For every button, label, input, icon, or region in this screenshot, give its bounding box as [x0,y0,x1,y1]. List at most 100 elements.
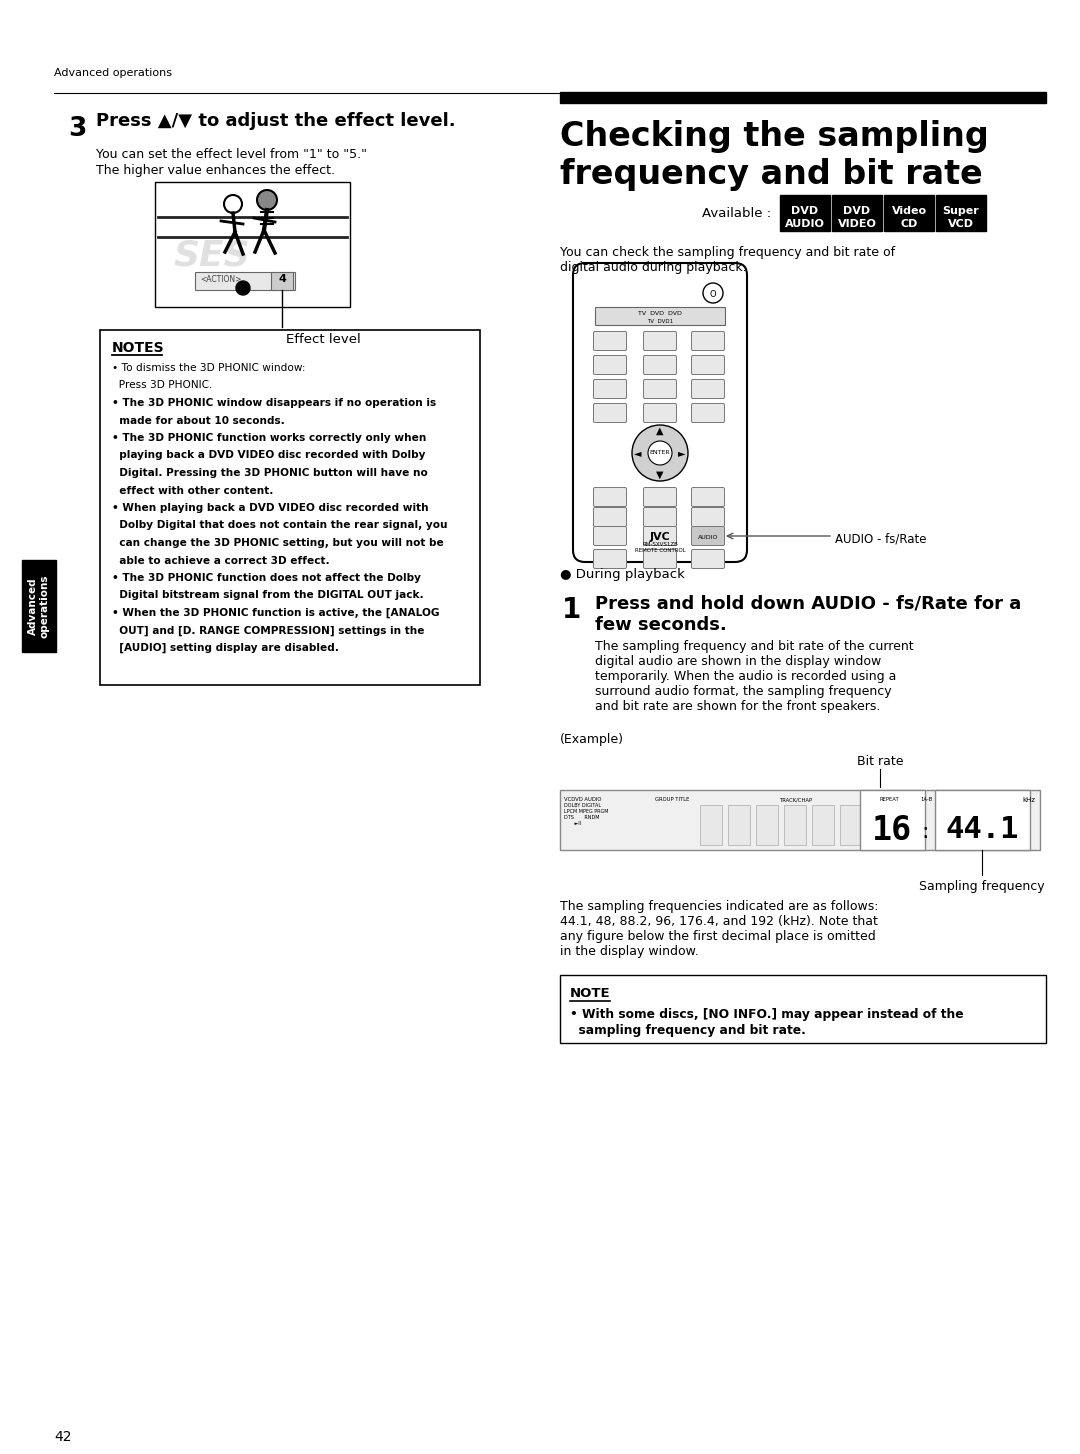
Text: VCDVD AUDIO: VCDVD AUDIO [564,797,602,803]
Text: 42: 42 [54,1429,71,1444]
Text: The higher value enhances the effect.: The higher value enhances the effect. [96,164,335,177]
Circle shape [237,281,249,295]
Bar [22,560,56,651]
Bar [860,790,924,851]
Bar [936,195,986,231]
Text: [AUDIO] setting display are disabled.: [AUDIO] setting display are disabled. [112,643,339,653]
Text: playing back a DVD VIDEO disc recorded with Dolby: playing back a DVD VIDEO disc recorded w… [112,451,426,461]
Text: SES: SES [173,238,249,272]
Text: The sampling frequencies indicated are as follows:: The sampling frequencies indicated are a… [561,900,878,913]
Text: • The 3D PHONIC window disappears if no operation is: • The 3D PHONIC window disappears if no … [112,398,436,409]
Text: few seconds.: few seconds. [595,616,727,634]
Text: • When the 3D PHONIC function is active, the [ANALOG: • When the 3D PHONIC function is active,… [112,608,440,618]
Bar [780,195,831,231]
Text: GROUP TITLE: GROUP TITLE [654,797,689,803]
Text: DTS       RNDM: DTS RNDM [564,816,599,820]
FancyBboxPatch shape [644,487,676,506]
FancyBboxPatch shape [691,487,725,506]
Text: Press and hold down AUDIO - fs/Rate for a: Press and hold down AUDIO - fs/Rate for … [595,595,1022,612]
FancyBboxPatch shape [594,332,626,350]
FancyBboxPatch shape [644,404,676,423]
Text: Dolby Digital that does not contain the rear signal, you: Dolby Digital that does not contain the … [112,521,447,531]
Text: frequency and bit rate: frequency and bit rate [561,158,983,190]
Text: NOTES: NOTES [112,342,164,355]
Text: 44.1: 44.1 [945,816,1018,845]
Bar [561,976,1047,1043]
FancyBboxPatch shape [594,507,626,526]
FancyBboxPatch shape [594,355,626,375]
Bar [195,272,295,289]
Text: LPCM MPEG PRGM: LPCM MPEG PRGM [564,808,608,814]
Bar [156,182,350,307]
Bar [700,806,723,845]
FancyBboxPatch shape [644,332,676,350]
Bar [271,272,293,289]
Text: can change the 3D PHONIC setting, but you will not be: can change the 3D PHONIC setting, but yo… [112,538,444,548]
Text: sampling frequency and bit rate.: sampling frequency and bit rate. [570,1024,806,1037]
FancyBboxPatch shape [691,550,725,569]
Text: made for about 10 seconds.: made for about 10 seconds. [112,416,285,426]
Circle shape [257,190,276,209]
Text: AUDIO: AUDIO [785,220,825,228]
Text: kHz: kHz [1022,797,1035,803]
Text: DVD: DVD [792,206,819,217]
Text: DOLBY DIGITAL: DOLBY DIGITAL [564,803,602,808]
Text: Available :: Available : [702,206,771,220]
Text: ◄: ◄ [634,448,642,458]
FancyBboxPatch shape [691,507,725,526]
Text: OUT] and [D. RANGE COMPRESSION] settings in the: OUT] and [D. RANGE COMPRESSION] settings… [112,625,424,635]
FancyBboxPatch shape [691,379,725,398]
Text: 3: 3 [68,116,86,142]
Text: and bit rate are shown for the front speakers.: and bit rate are shown for the front spe… [595,699,880,712]
Text: NOTE: NOTE [570,987,610,1000]
FancyBboxPatch shape [644,507,676,526]
Text: TV  DVD  DVD: TV DVD DVD [638,311,681,316]
Circle shape [632,425,688,481]
Text: surround audio format, the sampling frequency: surround audio format, the sampling freq… [595,685,892,698]
Bar [100,330,480,685]
Text: REMOTE CONTROL: REMOTE CONTROL [635,548,686,553]
Text: in the display window.: in the display window. [561,945,699,958]
Text: The sampling frequency and bit rate of the current: The sampling frequency and bit rate of t… [595,640,914,653]
Text: any figure below the first decimal place is omitted: any figure below the first decimal place… [561,931,876,944]
Bar [935,790,1030,851]
Circle shape [648,441,672,465]
Text: ● During playback: ● During playback [561,569,685,582]
Bar [561,790,1040,851]
Text: Press ▲/▼ to adjust the effect level.: Press ▲/▼ to adjust the effect level. [96,112,456,129]
Bar [561,92,1047,103]
Text: 16: 16 [872,813,913,846]
Text: ►: ► [678,448,686,458]
Text: :: : [921,822,929,842]
Circle shape [224,195,242,212]
FancyBboxPatch shape [594,550,626,569]
Text: RM-SXVS1ZB: RM-SXVS1ZB [643,542,678,547]
Text: 44.1, 48, 88.2, 96, 176.4, and 192 (kHz). Note that: 44.1, 48, 88.2, 96, 176.4, and 192 (kHz)… [561,915,878,928]
Text: effect with other content.: effect with other content. [112,486,273,496]
Text: temporarily. When the audio is recorded using a: temporarily. When the audio is recorded … [595,670,896,683]
Text: You can set the effect level from "1" to "5.": You can set the effect level from "1" to… [96,148,367,161]
Bar [885,195,934,231]
Bar [728,806,750,845]
FancyBboxPatch shape [594,404,626,423]
Text: Advanced
operations: Advanced operations [28,574,50,638]
Text: Press 3D PHONIC.: Press 3D PHONIC. [112,381,213,391]
Text: Sampling frequency: Sampling frequency [919,880,1044,893]
FancyBboxPatch shape [691,355,725,375]
Text: Advanced operations: Advanced operations [54,68,172,79]
Text: • When playing back a DVD VIDEO disc recorded with: • When playing back a DVD VIDEO disc rec… [112,503,429,513]
Text: AUDIO: AUDIO [698,535,718,539]
Text: O: O [710,289,716,300]
Text: 4: 4 [278,273,286,284]
Text: VCD: VCD [948,220,974,228]
Text: Bit rate: Bit rate [856,755,903,768]
Text: CD: CD [901,220,918,228]
Text: DVD: DVD [843,206,870,217]
Bar [784,806,806,845]
Text: ▲: ▲ [657,426,664,436]
Text: Effect level: Effect level [286,333,361,346]
Text: • To dismiss the 3D PHONIC window:: • To dismiss the 3D PHONIC window: [112,364,306,374]
Text: Digital bitstream signal from the DIGITAL OUT jack.: Digital bitstream signal from the DIGITA… [112,590,423,601]
Text: digital audio during playback.: digital audio during playback. [561,262,746,273]
FancyBboxPatch shape [644,550,676,569]
